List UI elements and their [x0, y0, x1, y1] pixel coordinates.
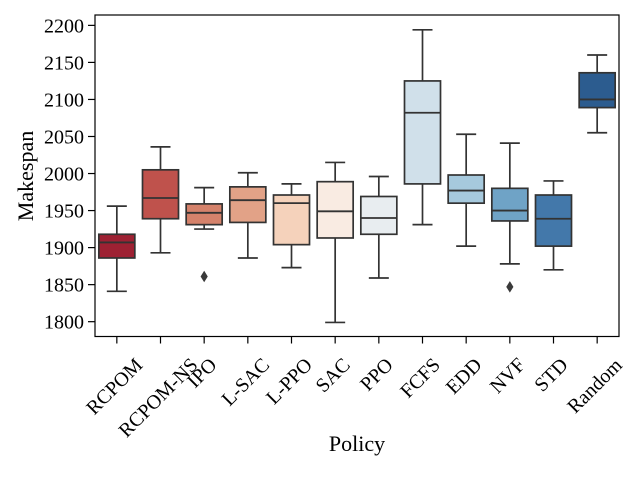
outlier-marker-NVF — [506, 281, 514, 293]
x-tick-label-FCFS: FCFS — [396, 354, 445, 403]
x-tick-label-NVF: NVF — [486, 354, 530, 398]
x-tick-label-SAC: SAC — [312, 354, 355, 397]
x-tick-label-PPO: PPO — [356, 354, 398, 396]
x-tick-label-Random: Random — [563, 354, 627, 418]
y-tick-label-1900: 1900 — [44, 238, 84, 260]
box-RCPOM — [97, 233, 136, 259]
box-IPO — [185, 203, 224, 226]
plot-area: 180018501900195020002050210021502200RCPO… — [44, 14, 627, 442]
box-RCPOM-NS — [141, 168, 180, 220]
x-tick-label-EDD: EDD — [442, 354, 487, 399]
y-axis-label: Makespan — [13, 131, 38, 221]
box-SAC — [316, 180, 355, 239]
x-tick-label-text-Random: Random — [563, 354, 627, 418]
box-FCFS — [403, 80, 442, 185]
x-tick-label-text-PPO: PPO — [356, 354, 398, 396]
x-tick-label-text-STD: STD — [530, 354, 572, 396]
x-tick-label-L-SAC: L-SAC — [218, 354, 274, 410]
x-tick-label-text-L-SAC: L-SAC — [218, 354, 274, 410]
box-STD — [534, 194, 573, 247]
x-tick-label-text-EDD: EDD — [442, 354, 487, 399]
x-tick-label-L-PPO: L-PPO — [262, 354, 317, 409]
x-tick-label-text-L-PPO: L-PPO — [262, 354, 317, 409]
box-Random — [578, 71, 617, 109]
box-PPO — [359, 195, 398, 236]
plot-frame — [94, 14, 620, 338]
y-tick-label-1800: 1800 — [44, 312, 84, 334]
box-EDD — [447, 174, 486, 205]
x-tick-label-text-FCFS: FCFS — [396, 354, 445, 403]
x-tick-label-text-NVF: NVF — [486, 354, 530, 398]
outlier-marker-IPO — [200, 270, 208, 283]
x-tick-label-text-SAC: SAC — [312, 354, 355, 397]
y-tick-label-2050: 2050 — [44, 126, 84, 148]
x-tick-label-STD: STD — [530, 354, 572, 396]
y-tick-label-2100: 2100 — [44, 89, 84, 111]
x-axis-label: Policy — [329, 431, 385, 456]
y-tick-label-1950: 1950 — [44, 201, 84, 223]
box-L-SAC — [228, 186, 267, 224]
box-NVF — [490, 187, 529, 222]
y-tick-label-2150: 2150 — [44, 52, 84, 74]
y-tick-label-2200: 2200 — [44, 15, 84, 37]
y-tick-label-2000: 2000 — [44, 164, 84, 186]
y-tick-label-1850: 1850 — [44, 275, 84, 297]
